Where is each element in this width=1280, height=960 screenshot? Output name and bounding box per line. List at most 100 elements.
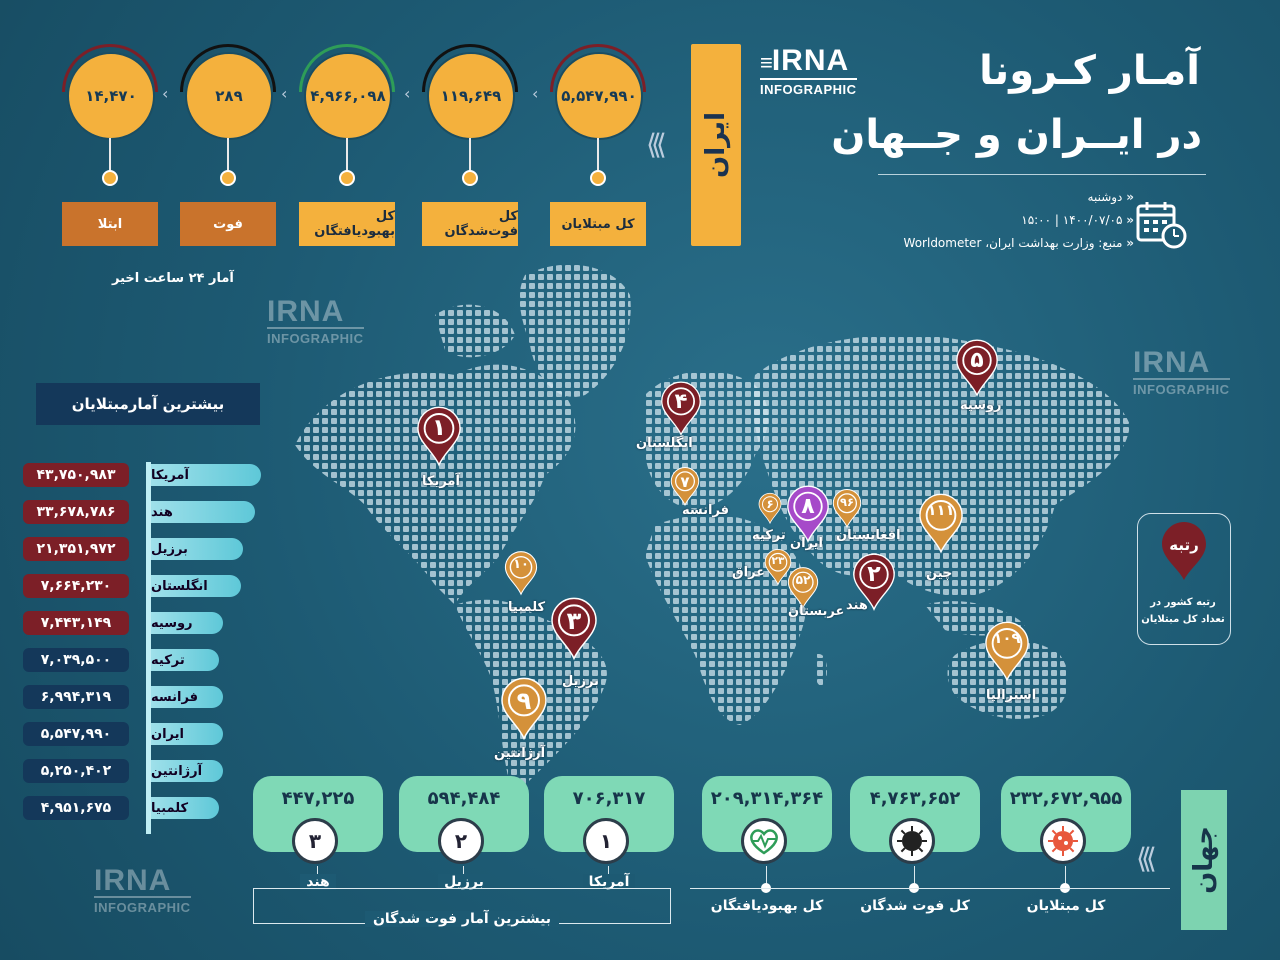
- cases-country: ترکیه: [151, 649, 219, 671]
- chevrons-icon: ⟨⟨⟨: [646, 128, 667, 161]
- top-death-card: ۵۹۴,۴۸۴: [399, 776, 529, 852]
- map-country-label: کلمبیا: [508, 600, 546, 615]
- world-total-stem: [766, 866, 767, 888]
- map-pin-10: [919, 493, 963, 554]
- map-country-label: روسیه: [960, 398, 1002, 413]
- cases-value: ۶,۹۹۴,۳۱۹: [23, 685, 129, 709]
- map-country-label: آرژانتین: [494, 746, 546, 761]
- map-country-label: افغانستان: [836, 528, 901, 543]
- deaths-bracket-left: [253, 888, 254, 924]
- map-pin-6: [832, 489, 862, 529]
- stat-bubble: ۵,۵۴۷,۹۹۰: [555, 52, 643, 140]
- heartbeat-icon: [741, 818, 787, 864]
- stat-stem: [109, 138, 111, 174]
- map-pin-8: [787, 567, 819, 609]
- map-pin-rank: ۷: [680, 472, 690, 491]
- calendar-clock-icon: [1136, 202, 1187, 249]
- black-virus-icon: [889, 818, 935, 864]
- chevron-left-icon: ‹: [281, 84, 288, 103]
- map-pin-rank: ۹۶: [840, 494, 854, 509]
- world-total-label: کل مبتلایان: [1026, 898, 1106, 914]
- cases-country: کلمبیا: [151, 797, 219, 819]
- map-pin-rank: ۱۰: [513, 557, 529, 573]
- top-death-country: هند: [258, 874, 378, 890]
- page-title-line1: آمـار کـرونا: [979, 48, 1200, 94]
- virus-icon: [1040, 818, 1086, 864]
- map-pin-rank: ۹: [516, 686, 532, 715]
- map-pin-5: [787, 485, 829, 543]
- map-pin-2: [956, 339, 998, 397]
- stat-dot: [462, 170, 478, 186]
- stat-stem: [469, 138, 471, 174]
- stat-value: ۴,۹۶۶,۰۹۸: [310, 87, 386, 105]
- cases-value: ۷,۴۴۳,۱۴۹: [23, 611, 129, 635]
- world-dot-map: [295, 264, 1130, 785]
- date-time: « ۱۴۰۰/۰۷/۰۵ | ۱۵:۰۰: [1021, 213, 1134, 227]
- deaths-bracket-top: [253, 888, 671, 889]
- rank-legend: [1137, 513, 1231, 645]
- stat-value: ۱۱۹,۶۴۹: [440, 87, 502, 105]
- source-text: « منبع: وزارت بهداشت ایران، Worldometer: [903, 236, 1134, 250]
- world-total-stem: [914, 866, 915, 888]
- top-death-rank: ۳: [292, 818, 338, 864]
- chevron-left-icon: ‹: [404, 84, 411, 103]
- world-total-label: کل فوت شدگان: [860, 898, 970, 914]
- cases-country: آمریکا: [151, 464, 261, 486]
- map-pin-12: [551, 597, 597, 661]
- cases-value: ۵,۲۵۰,۴۰۲: [23, 759, 129, 783]
- world-total-label: کل بهبودیافتگان: [710, 898, 824, 914]
- irna-logo: ≡IRNA INFOGRAPHIC: [760, 44, 857, 97]
- deaths-bracket-right: [670, 888, 671, 924]
- cases-country: روسیه: [151, 612, 223, 634]
- map-pin-3: [670, 467, 700, 507]
- top-deaths-title: بیشترین آمار فوت شدگان: [253, 911, 671, 927]
- map-pin-rank: ۸: [801, 493, 815, 519]
- map-country-label: آمریکا: [422, 474, 460, 489]
- totals-connector: [690, 888, 1170, 889]
- cases-country: انگلستان: [151, 575, 241, 597]
- chevron-left-icon: ‹: [532, 84, 539, 103]
- map-country-label: عربستان: [788, 604, 845, 619]
- map-country-label: ایران: [790, 536, 823, 551]
- stat-stem: [597, 138, 599, 174]
- map-pin-rank: ۶: [766, 497, 774, 512]
- map-country-label: برزیل: [562, 674, 599, 689]
- top-cases-title: بیشترین آمارمبتلایان: [36, 383, 260, 425]
- cases-value: ۷,۰۳۹,۵۰۰: [23, 648, 129, 672]
- top-cases-bar: [146, 462, 151, 834]
- stat-stem: [227, 138, 229, 174]
- stat-dot: [102, 170, 118, 186]
- map-pin-4: [758, 492, 782, 525]
- map-pin-rank: ۱: [431, 415, 447, 442]
- map-country-label: انگلستان: [636, 436, 693, 451]
- stat-value: ۱۴,۴۷۰: [85, 87, 137, 105]
- world-total-card: ۲۳۲,۶۷۲,۹۵۵: [1001, 776, 1131, 852]
- cases-value: ۴,۹۵۱,۶۷۵: [23, 796, 129, 820]
- map-pin-rank: ۴: [674, 389, 688, 414]
- map-pin-rank: ۲۳: [771, 554, 785, 568]
- top-death-rank: ۲: [438, 818, 484, 864]
- stat-dot: [590, 170, 606, 186]
- map-pin-rank: ۳: [566, 606, 582, 635]
- map-pin-rank: ۵: [970, 347, 984, 373]
- rank-legend-title: رتبه: [1169, 536, 1199, 554]
- stat-label: کل بهبودیافتگان: [299, 202, 395, 246]
- top-death-country: آمریکا: [549, 874, 669, 890]
- map-country-label: چین: [926, 566, 953, 581]
- world-total-stem: [1065, 866, 1066, 888]
- map-pin-rank: ۵۲: [795, 573, 811, 588]
- map-pin-0: [417, 406, 461, 467]
- world-section-label: جهان: [1181, 790, 1227, 930]
- map-pin-rank: ۱۰۹: [993, 630, 1021, 648]
- stat-label: کل فوت‌شدگان: [422, 202, 518, 246]
- map-country-label: استرالیا: [986, 688, 1037, 703]
- stat-bubble: ۱۴,۴۷۰: [67, 52, 155, 140]
- rank-legend-desc-2: تعداد کل مبتلایان: [1141, 614, 1225, 625]
- stat-dot: [339, 170, 355, 186]
- cases-country: آرژانتین: [151, 760, 223, 782]
- map-country-label: عراق: [732, 565, 766, 580]
- map-country-label: فرانسه: [682, 503, 730, 518]
- chevron-left-icon: ‹: [162, 84, 169, 103]
- stat-label: فوت: [180, 202, 276, 246]
- chevrons-icon: ⟨⟨⟨: [1136, 842, 1157, 875]
